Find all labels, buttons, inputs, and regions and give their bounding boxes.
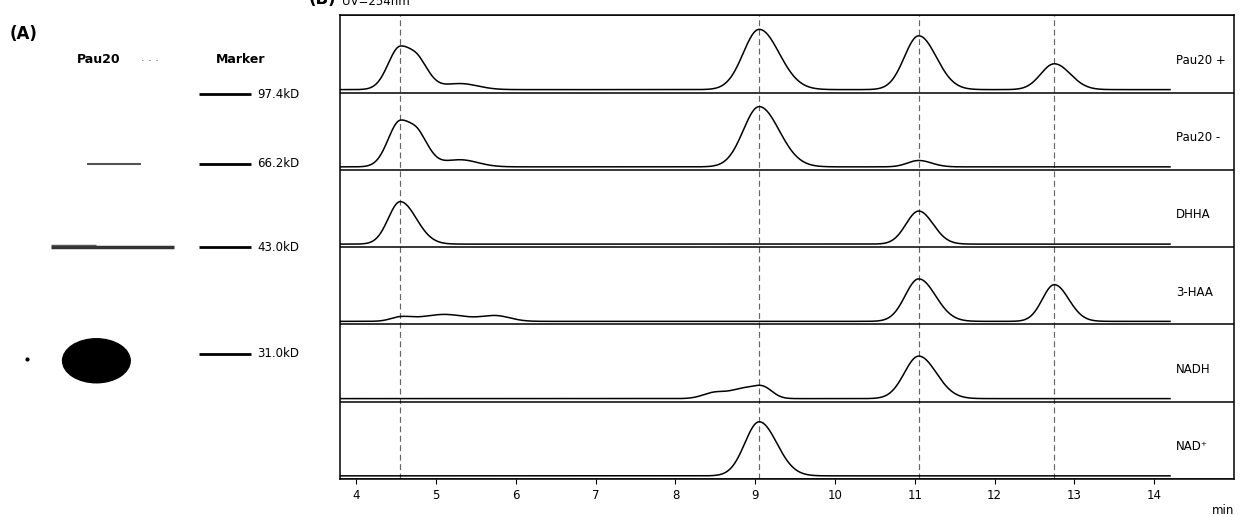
Text: 3-HAA: 3-HAA <box>1177 285 1213 299</box>
Text: 66.2kD: 66.2kD <box>258 157 300 170</box>
Text: min: min <box>1211 504 1234 515</box>
Text: Pau20: Pau20 <box>77 53 120 65</box>
Text: Marker: Marker <box>216 53 265 65</box>
Text: NAD⁺: NAD⁺ <box>1177 440 1208 453</box>
Text: Pau20 +: Pau20 + <box>1177 54 1226 67</box>
Text: 31.0kD: 31.0kD <box>258 347 299 360</box>
Ellipse shape <box>62 339 130 383</box>
Text: Pau20 -: Pau20 - <box>1177 131 1220 144</box>
Text: NADH: NADH <box>1177 363 1211 376</box>
Text: (A): (A) <box>10 25 37 43</box>
Text: UV=254nm: UV=254nm <box>342 0 410 9</box>
Text: DHHA: DHHA <box>1177 208 1211 221</box>
Text: 97.4kD: 97.4kD <box>258 88 300 101</box>
Text: . . .: . . . <box>141 53 160 62</box>
Text: (B): (B) <box>309 0 336 9</box>
Text: 43.0kD: 43.0kD <box>258 241 299 254</box>
